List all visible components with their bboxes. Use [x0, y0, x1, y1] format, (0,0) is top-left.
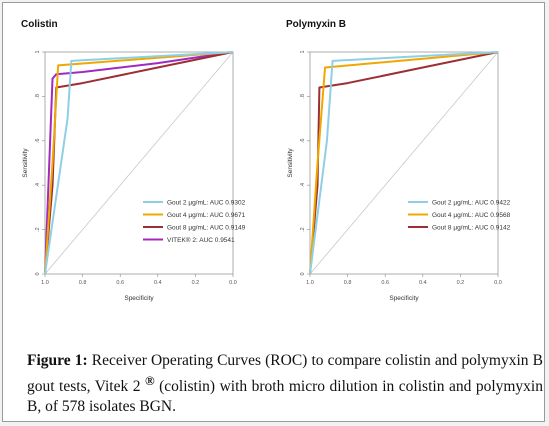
y-tick-label: 1	[35, 50, 41, 53]
x-tick-label: 0.8	[79, 280, 87, 286]
roc-curve	[44, 51, 234, 275]
x-tick-label: 0.0	[494, 280, 502, 286]
caption-text-part1: Receiver Operating Curves (ROC) to compa…	[27, 352, 543, 396]
y-tick-label: 0	[300, 272, 306, 275]
legend-entry: Gout 4 µg/mL: AUC 0.9568	[432, 212, 511, 219]
x-tick-label: 0.8	[344, 280, 352, 286]
y-tick-label: .4	[300, 183, 306, 188]
y-tick-label: 0	[35, 272, 41, 275]
y-tick-label: .2	[300, 227, 306, 232]
legend-entry: Gout 4 µg/mL: AUC 0.9671	[167, 212, 246, 219]
y-axis-label: Sensitivity	[22, 148, 29, 178]
x-tick-label: 1.0	[306, 280, 314, 286]
y-tick-label: .8	[300, 94, 306, 99]
x-tick-label: 0.4	[419, 280, 427, 286]
figure-frame: Colistin 0.2.4.6.8 1 1.0 0.8 0.6 0.4 0.2 0.0 Spec…	[2, 2, 545, 422]
roc-curve	[44, 51, 234, 275]
x-axis-label: Specificity	[124, 295, 154, 302]
legend-entry: Gout 8 µg/mL: AUC 0.9149	[167, 224, 246, 231]
roc-curve	[309, 51, 499, 275]
y-tick-label: 1	[300, 50, 306, 53]
legend-entry: Gout 2 µg/mL: AUC 0.9302	[167, 199, 246, 206]
caption-registered-mark: ®	[144, 373, 155, 388]
caption-text-part2: (colistin) with broth micro dilution in …	[27, 378, 543, 416]
y-tick-label: .6	[300, 139, 306, 144]
legend-entry: VITEK® 2: AUC 0.9541	[167, 236, 235, 244]
roc-curve	[309, 51, 499, 275]
x-axis-label: Specificity	[389, 295, 419, 302]
y-tick-label: .2	[35, 227, 41, 232]
figure-caption: Figure 1: Receiver Operating Curves (ROC…	[27, 351, 543, 417]
chart-title: Colistin	[21, 19, 58, 30]
roc-curve	[309, 51, 499, 275]
legend-entry: Gout 2 µg/mL: AUC 0.9422	[432, 199, 511, 206]
x-tick-label: 0.6	[381, 280, 389, 286]
x-tick-label: 1.0	[41, 280, 49, 286]
caption-label: Figure 1:	[27, 352, 88, 369]
legend-entry: Gout 8 µg/mL: AUC 0.9142	[432, 224, 511, 231]
y-tick-label: .6	[35, 139, 41, 144]
y-tick-label: .4	[35, 183, 41, 188]
x-tick-label: 0.6	[116, 280, 124, 286]
y-axis-label: Sensitivity	[287, 148, 294, 178]
roc-curve	[44, 51, 234, 275]
x-tick-label: 0.0	[229, 280, 237, 286]
reference-diagonal	[309, 51, 499, 275]
x-tick-label: 0.2	[457, 280, 465, 286]
x-tick-label: 0.2	[192, 280, 200, 286]
polymyxin-b-roc-chart: Polymyxin B0.2.4.6.811.0 0.8 0.6 0.4 0.2 0.0S…	[286, 19, 511, 302]
x-tick-label: 0.4	[154, 280, 162, 286]
chart-title: Polymyxin B	[286, 19, 346, 30]
charts-panel: Colistin 0.2.4.6.8 1 1.0 0.8 0.6 0.4 0.2 0.0 Spec…	[13, 9, 542, 329]
reference-diagonal	[44, 51, 234, 275]
y-tick-label: .8	[35, 94, 41, 99]
